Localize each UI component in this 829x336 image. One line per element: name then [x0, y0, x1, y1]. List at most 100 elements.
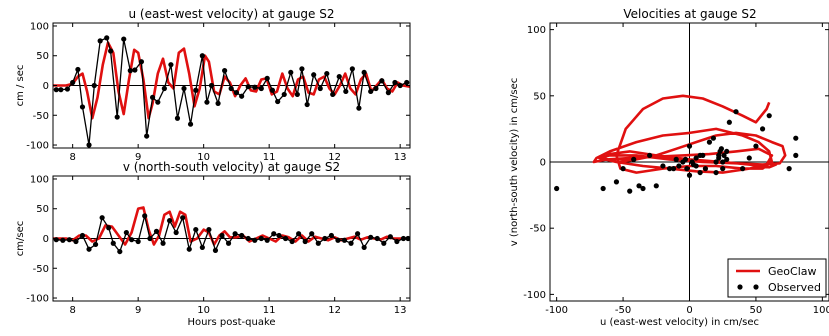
data-point: [400, 235, 407, 242]
x-tick-label: 9: [135, 305, 141, 316]
data-point: [724, 156, 730, 162]
data-point: [710, 135, 717, 141]
data-point: [181, 85, 187, 92]
data-point: [613, 179, 620, 185]
data-point: [381, 240, 387, 246]
data-point: [299, 66, 305, 72]
x-tick-label: 11: [263, 305, 276, 316]
data-point: [554, 185, 560, 192]
chart-u: 8 9 10 11 12 13 -100 -50 0 50 100 u (east-west velo…: [15, 7, 411, 163]
data-point: [766, 113, 772, 119]
x-tick-label: 10: [197, 305, 210, 316]
data-point: [693, 155, 699, 161]
data-point: [379, 78, 385, 84]
data-point: [106, 225, 112, 231]
data-point: [147, 235, 153, 242]
data-point: [86, 142, 92, 148]
data-point: [142, 213, 148, 219]
data-point: [233, 90, 240, 96]
plot-area: [554, 94, 799, 194]
data-point: [53, 87, 59, 93]
y-tick-label: 50: [533, 91, 546, 102]
x-tick-label: 0: [686, 305, 692, 316]
data-point: [720, 159, 726, 165]
x-tick-label: 9: [135, 152, 141, 163]
data-point: [697, 169, 703, 176]
data-point: [373, 85, 379, 92]
data-point: [108, 48, 114, 54]
data-point: [368, 234, 374, 240]
data-point: [127, 68, 133, 74]
y-tick-label: 0: [540, 158, 546, 169]
data-point: [693, 163, 699, 169]
data-point: [60, 237, 66, 243]
data-point: [718, 146, 724, 152]
data-point: [716, 152, 722, 158]
data-point: [289, 238, 295, 245]
data-point: [713, 159, 719, 165]
data-point: [733, 109, 739, 115]
data-point: [123, 229, 129, 236]
data-point: [160, 240, 166, 246]
data-point: [653, 183, 659, 189]
y-tick-label: 100: [527, 25, 546, 36]
data-point: [173, 229, 179, 236]
data-point: [215, 100, 221, 106]
chart-phase: -100 -50 0 50 100 -100 -50 0 50 100 Velocities at …: [509, 7, 829, 328]
data-point: [245, 235, 251, 242]
data-point: [673, 156, 679, 162]
data-point: [740, 166, 746, 172]
data-point: [620, 166, 626, 172]
data-point: [258, 85, 264, 92]
data-point: [294, 91, 300, 98]
x-axis-label: u (east-west velocity) in cm/sec: [600, 317, 759, 328]
legend-swatch-observed: [737, 284, 743, 290]
data-point: [397, 82, 403, 89]
data-point: [180, 215, 186, 221]
data-point: [252, 84, 258, 90]
data-point: [232, 231, 238, 237]
data-point: [660, 163, 666, 169]
data-point: [135, 238, 141, 245]
data-point: [706, 139, 713, 145]
data-point: [361, 244, 367, 251]
data-point: [114, 114, 120, 120]
y-tick-label: -50: [530, 224, 546, 235]
data-point: [720, 166, 726, 172]
data-point: [600, 185, 606, 192]
data-point: [335, 237, 341, 243]
data-point: [193, 87, 199, 93]
data-point: [682, 156, 689, 162]
data-point: [684, 166, 690, 172]
data-point: [404, 79, 410, 86]
data-point: [138, 59, 145, 65]
data-point: [315, 240, 321, 246]
data-point: [53, 237, 59, 243]
data-point: [336, 73, 342, 80]
data-point: [724, 148, 730, 155]
data-point: [328, 232, 334, 239]
data-point: [636, 183, 642, 189]
y-tick-label: 100: [30, 21, 49, 32]
legend-swatch-observed: [753, 284, 759, 290]
data-point: [281, 91, 287, 98]
y-axis-label: cm/sec: [15, 221, 26, 256]
x-tick-label: 100: [813, 305, 829, 316]
data-point: [793, 152, 799, 158]
data-point: [153, 228, 160, 234]
data-point: [640, 185, 646, 192]
data-point: [670, 166, 677, 172]
data-point: [394, 238, 400, 245]
data-point: [132, 67, 138, 73]
data-point: [702, 166, 709, 172]
x-tick-label: 8: [69, 152, 75, 163]
data-point: [252, 237, 258, 243]
data-point: [121, 36, 127, 42]
x-tick-label: 8: [69, 305, 75, 316]
data-point: [264, 237, 270, 243]
data-point: [70, 79, 76, 86]
data-point: [117, 248, 123, 255]
data-point: [302, 238, 308, 245]
data-point: [73, 238, 79, 245]
